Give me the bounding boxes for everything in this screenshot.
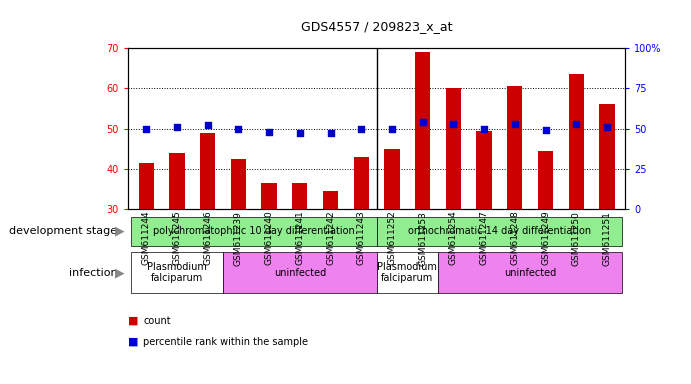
Bar — [538, 151, 553, 330]
Bar — [438, 252, 623, 293]
Bar — [169, 153, 184, 330]
Text: GDS4557 / 209823_x_at: GDS4557 / 209823_x_at — [301, 20, 453, 33]
Bar — [131, 217, 377, 246]
Bar — [507, 86, 522, 330]
Point — [202, 122, 214, 129]
Bar — [377, 252, 438, 293]
Bar — [200, 133, 216, 330]
Point — [448, 121, 459, 127]
Text: orthochromatic 14 day differentiation: orthochromatic 14 day differentiation — [408, 226, 591, 237]
Point — [571, 121, 582, 127]
Text: polychromatophilic 10 day differentiation: polychromatophilic 10 day differentiatio… — [153, 226, 354, 237]
Bar — [446, 88, 461, 330]
Bar — [261, 183, 277, 330]
Point — [386, 126, 397, 132]
Bar — [139, 163, 154, 330]
Point — [294, 131, 305, 137]
Bar — [354, 157, 369, 330]
Point — [141, 126, 152, 132]
Point — [601, 124, 612, 130]
Bar — [223, 252, 377, 293]
Point — [263, 129, 274, 135]
Point — [417, 119, 428, 125]
Text: ▶: ▶ — [115, 266, 124, 279]
Text: ■: ■ — [128, 337, 142, 347]
Text: ■: ■ — [128, 316, 142, 326]
Bar — [569, 74, 584, 330]
Bar — [599, 104, 614, 330]
Text: Plasmodium
falciparum: Plasmodium falciparum — [147, 262, 207, 283]
Bar — [292, 183, 307, 330]
Text: percentile rank within the sample: percentile rank within the sample — [143, 337, 308, 347]
Text: Plasmodium
falciparum: Plasmodium falciparum — [377, 262, 437, 283]
Bar — [231, 159, 246, 330]
Point — [479, 126, 490, 132]
Text: development stage: development stage — [9, 226, 121, 237]
Bar — [476, 131, 492, 330]
Point — [356, 126, 367, 132]
Point — [540, 127, 551, 133]
Text: count: count — [143, 316, 171, 326]
Bar — [323, 191, 338, 330]
Bar — [377, 217, 623, 246]
Point — [233, 126, 244, 132]
Text: uninfected: uninfected — [504, 268, 556, 278]
Bar — [415, 52, 430, 330]
Text: uninfected: uninfected — [274, 268, 326, 278]
Point — [509, 121, 520, 127]
Point — [171, 124, 182, 130]
Text: infection: infection — [69, 268, 121, 278]
Point — [325, 131, 336, 137]
Text: ▶: ▶ — [115, 225, 124, 238]
Bar — [384, 149, 399, 330]
Bar — [131, 252, 223, 293]
